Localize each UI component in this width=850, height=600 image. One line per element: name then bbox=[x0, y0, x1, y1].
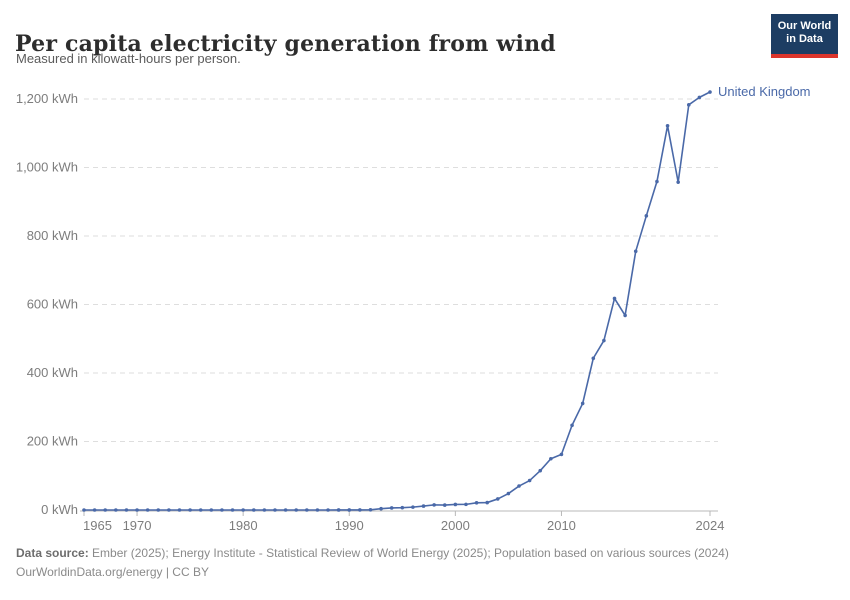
data-point-1999[interactable] bbox=[442, 503, 447, 507]
data-point-2002[interactable] bbox=[474, 500, 479, 505]
data-point-1986[interactable] bbox=[305, 508, 309, 512]
data-point-1993[interactable] bbox=[379, 506, 383, 511]
data-point-1977[interactable] bbox=[209, 508, 214, 512]
x-tick-label: 2010 bbox=[547, 518, 576, 533]
y-tick-label: 1,200 kWh bbox=[16, 91, 78, 106]
data-point-1984[interactable] bbox=[283, 508, 288, 512]
data-point-1970[interactable] bbox=[135, 508, 139, 512]
x-tick-label: 2024 bbox=[696, 518, 725, 533]
y-tick-label: 800 kWh bbox=[27, 228, 78, 243]
data-point-1973[interactable] bbox=[167, 508, 171, 512]
data-point-1969[interactable] bbox=[124, 508, 129, 512]
data-point-1997[interactable] bbox=[421, 504, 426, 508]
data-point-2021[interactable] bbox=[676, 180, 680, 184]
data-point-1978[interactable] bbox=[220, 508, 224, 512]
chart-subtitle: Measured in kilowatt-hours per person. bbox=[16, 51, 241, 66]
y-tick-label: 200 kWh bbox=[27, 434, 78, 449]
data-point-1971[interactable] bbox=[145, 508, 150, 512]
data-point-2008[interactable] bbox=[538, 468, 543, 473]
data-point-2015[interactable] bbox=[612, 296, 617, 301]
x-tick-label: 1990 bbox=[335, 518, 364, 533]
data-point-2001[interactable] bbox=[464, 502, 468, 507]
data-point-1995[interactable] bbox=[400, 505, 405, 510]
data-point-1975[interactable] bbox=[188, 508, 192, 512]
footer-source-line: Data source: Ember (2025); Energy Instit… bbox=[16, 546, 729, 560]
y-tick-label: 400 kWh bbox=[27, 365, 78, 380]
data-point-1991[interactable] bbox=[358, 508, 362, 512]
data-point-1981[interactable] bbox=[251, 508, 256, 512]
x-tick-label: 1980 bbox=[229, 518, 258, 533]
series-label-united-kingdom[interactable]: United Kingdom bbox=[718, 84, 811, 99]
data-point-1998[interactable] bbox=[432, 503, 436, 507]
data-point-2009[interactable] bbox=[549, 456, 553, 461]
y-tick-label: 600 kWh bbox=[27, 297, 78, 312]
data-point-2019[interactable] bbox=[655, 179, 659, 184]
footer-license-line[interactable]: OurWorldinData.org/energy | CC BY bbox=[16, 565, 209, 579]
data-point-1990[interactable] bbox=[347, 508, 352, 512]
data-point-2003[interactable] bbox=[485, 500, 489, 505]
data-point-2022[interactable] bbox=[686, 103, 691, 107]
data-point-1967[interactable] bbox=[103, 508, 108, 512]
data-point-1965[interactable] bbox=[82, 508, 86, 512]
data-point-2024[interactable] bbox=[708, 90, 712, 94]
x-tick-label: 1965 bbox=[83, 518, 112, 533]
data-point-2017[interactable] bbox=[633, 249, 638, 254]
x-tick-label: 1970 bbox=[123, 518, 152, 533]
y-tick-label: 1,000 kWh bbox=[16, 160, 78, 175]
x-tick-label: 2000 bbox=[441, 518, 470, 533]
data-point-2005[interactable] bbox=[506, 491, 511, 496]
data-point-1988[interactable] bbox=[326, 508, 330, 512]
data-source-text: Ember (2025); Energy Institute - Statist… bbox=[92, 546, 729, 560]
data-point-1985[interactable] bbox=[294, 508, 299, 512]
data-source-label: Data source: bbox=[16, 546, 89, 560]
data-point-2013[interactable] bbox=[591, 356, 596, 361]
data-point-1982[interactable] bbox=[262, 508, 267, 512]
owid-logo[interactable]: Our World in Data bbox=[771, 14, 838, 58]
data-point-2023[interactable] bbox=[697, 95, 702, 100]
y-tick-label: 0 kWh bbox=[41, 502, 78, 517]
data-point-1966[interactable] bbox=[92, 508, 97, 512]
data-point-2012[interactable] bbox=[580, 401, 585, 406]
data-point-1983[interactable] bbox=[273, 508, 277, 512]
data-point-2004[interactable] bbox=[495, 497, 500, 501]
owid-logo-line1: Our World bbox=[777, 20, 832, 32]
data-point-1979[interactable] bbox=[230, 508, 235, 512]
page-title: Per capita electricity generation from w… bbox=[15, 30, 556, 57]
x-tick-labels: 1965 1970 1980 1990 2000 2010 2024 bbox=[83, 518, 724, 533]
data-point-1980[interactable] bbox=[241, 508, 245, 512]
owid-logo-line2: in Data bbox=[786, 33, 823, 45]
series-points bbox=[82, 90, 712, 512]
data-point-1992[interactable] bbox=[368, 507, 373, 512]
data-point-2000[interactable] bbox=[453, 502, 458, 507]
data-point-2011[interactable] bbox=[570, 423, 574, 428]
data-point-2020[interactable] bbox=[665, 123, 670, 128]
series-line-united-kingdom[interactable] bbox=[83, 91, 711, 511]
data-point-1994[interactable] bbox=[389, 506, 394, 510]
data-point-2010[interactable] bbox=[559, 452, 564, 457]
data-point-1968[interactable] bbox=[114, 508, 118, 512]
data-point-1996[interactable] bbox=[411, 505, 415, 509]
data-point-1974[interactable] bbox=[177, 508, 182, 512]
data-point-2006[interactable] bbox=[517, 484, 521, 488]
data-point-2007[interactable] bbox=[527, 478, 532, 483]
data-point-1989[interactable] bbox=[336, 508, 341, 512]
x-ticks bbox=[83, 511, 711, 516]
data-point-2014[interactable] bbox=[602, 338, 606, 343]
data-point-2018[interactable] bbox=[644, 214, 649, 218]
data-point-2016[interactable] bbox=[623, 313, 627, 318]
y-tick-labels: 0 kWh 200 kWh 400 kWh 600 kWh 800 kWh 1,000 k… bbox=[16, 91, 78, 517]
data-point-1987[interactable] bbox=[315, 508, 320, 512]
y-gridlines bbox=[84, 98, 718, 442]
data-point-1976[interactable] bbox=[198, 508, 203, 512]
data-point-1972[interactable] bbox=[156, 508, 161, 512]
